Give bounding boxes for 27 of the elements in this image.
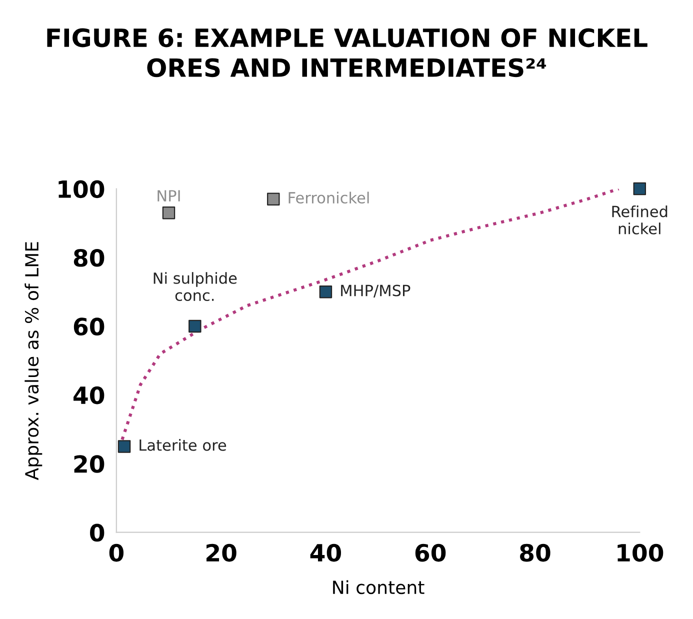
y-tick-label: 20 [74,455,104,473]
point [633,182,646,196]
annotation: Laterite ore [140,439,226,451]
y-tick-label: 40 [74,386,104,404]
y-tick-label: 60 [74,318,104,336]
point [118,440,131,453]
chart-title: FIGURE 6: EXAMPLE VALUATION OF NICKEL ORES AND INTERMEDIATES²⁴ [47,28,648,78]
annotation: Ni sulphide conc. [154,272,237,302]
y-tick-label: 80 [74,248,104,267]
annotation: Ferronickel [288,192,369,204]
y-tick-label: 0 [90,524,104,542]
point [267,192,280,206]
x-tick-label: 80 [520,544,550,562]
x-axis-title: Ni content [333,580,424,594]
x-tick-label: 100 [618,544,664,562]
point [319,285,332,298]
point [188,320,202,333]
y-axis-title: Approx. value as % of LME [24,242,42,480]
x-tick-label: 20 [206,544,236,562]
x-tick-label: 60 [415,544,446,562]
x-tick-label: 0 [109,544,124,562]
annotation: MHP/MSP [341,284,410,298]
x-tick-label: 40 [310,544,342,562]
annotation: Refined nickel [612,205,668,234]
y-tick-label: 100 [58,180,104,198]
point [162,206,176,220]
annotation: NPI [158,190,180,202]
